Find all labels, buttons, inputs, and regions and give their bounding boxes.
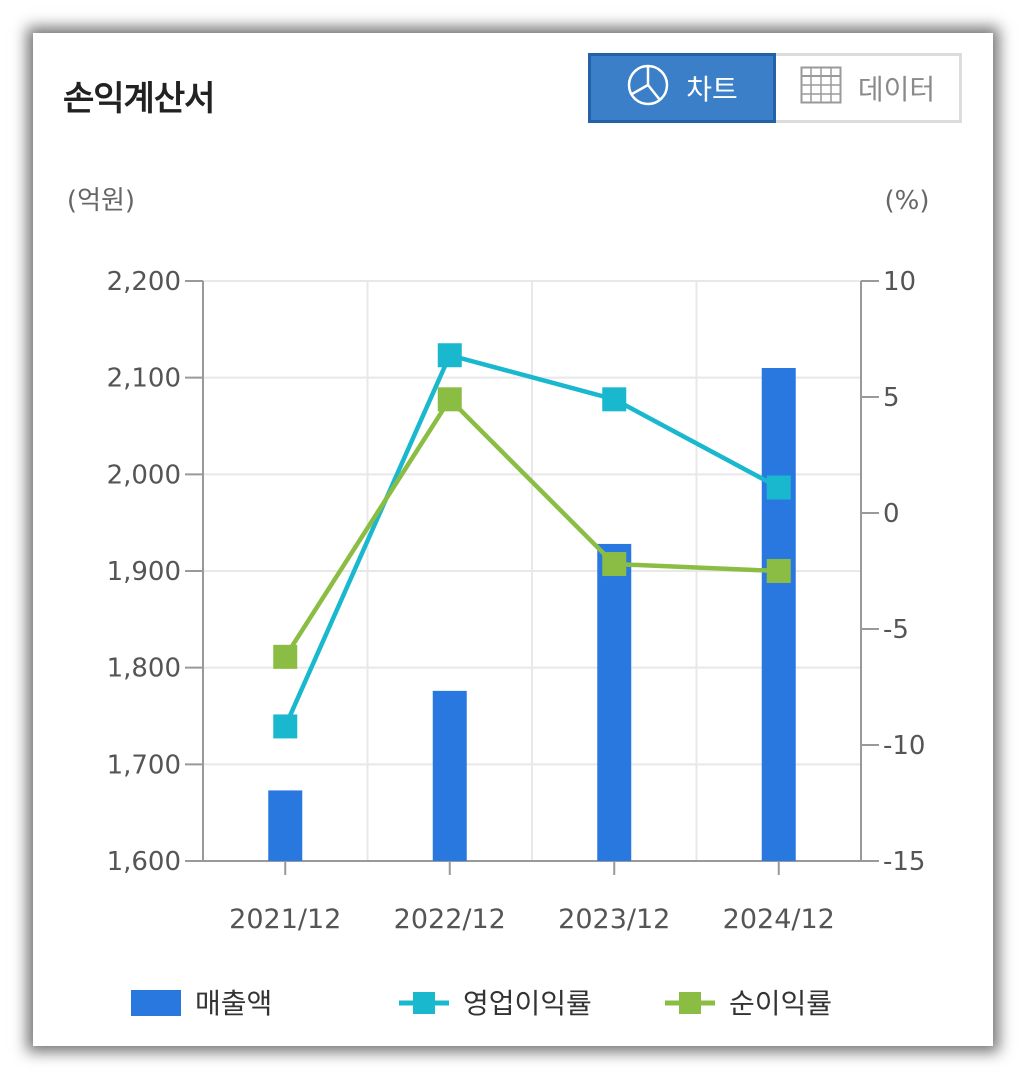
marker-point: [766, 559, 791, 583]
legend-label: 매출액: [195, 987, 272, 1020]
legend-label: 영업이익률: [463, 987, 592, 1020]
legend-item-net-margin: 순이익률: [665, 987, 832, 1020]
legend-swatch: [131, 990, 181, 1016]
marker-point: [602, 387, 627, 412]
left-axis-tick-label: 1,900: [107, 557, 181, 587]
marker-point: [437, 343, 462, 368]
pie-chart-icon: [626, 63, 670, 114]
marker-point: [273, 644, 298, 669]
right-axis-unit: (%): [885, 186, 930, 216]
chart-tab-button[interactable]: 차트: [588, 53, 776, 123]
right-axis-tick-label: 5: [883, 383, 900, 413]
view-toggle: 차트 데이터: [588, 53, 962, 127]
left-axis-tick-label: 2,100: [107, 364, 181, 394]
line-net-margin: [283, 395, 779, 659]
left-axis-unit: (억원): [67, 186, 135, 216]
right-axis-tick-label: 10: [883, 267, 916, 297]
left-axis-tick-label: 1,600: [107, 847, 181, 877]
line-operating-margin: [283, 352, 780, 728]
left-axis-tick-label: 1,800: [107, 654, 181, 684]
x-axis-tick-label: 2022/12: [394, 904, 506, 935]
left-axis-tick-label: 2,200: [107, 267, 181, 297]
income-statement-card: 손익계산서 차트: [33, 33, 993, 1046]
marker-point: [273, 714, 298, 739]
left-axis-tick-label: 2,000: [107, 460, 181, 490]
right-axis-tick-label: 0: [883, 499, 900, 529]
bar-revenue: [597, 543, 632, 861]
legend-label: 순이익률: [729, 987, 832, 1020]
x-axis-tick-label: 2021/12: [229, 904, 341, 935]
x-axis-tick-label: 2024/12: [723, 904, 835, 935]
chart-tab-label: 차트: [686, 73, 738, 106]
right-axis-tick-label: -15: [883, 847, 925, 877]
left-axis-tick-label: 1,700: [107, 750, 181, 780]
right-axis-tick-label: -5: [883, 615, 909, 645]
legend-marker-swatch: [413, 992, 435, 1014]
marker-point: [766, 475, 791, 500]
x-axis-tick-label: 2023/12: [558, 904, 670, 935]
bar-revenue: [761, 368, 796, 861]
data-tab-label: 데이터: [857, 73, 936, 106]
bar-revenue: [432, 690, 467, 861]
bar-revenue: [268, 790, 303, 861]
marker-point: [602, 552, 627, 577]
right-axis-tick-label: -10: [883, 731, 925, 761]
legend-item-revenue: 매출액: [131, 987, 272, 1020]
data-tab-button[interactable]: 데이터: [776, 53, 962, 123]
marker-point: [437, 387, 462, 412]
page-title: 손익계산서: [63, 79, 215, 119]
table-grid-icon: [800, 66, 842, 111]
income-chart: (억원) (%) 1,600 1,700 1,800 1,900 2,000 2,100 2…: [67, 186, 930, 1020]
legend-marker-swatch: [679, 992, 701, 1014]
legend-item-operating-margin: 영업이익률: [399, 987, 592, 1020]
